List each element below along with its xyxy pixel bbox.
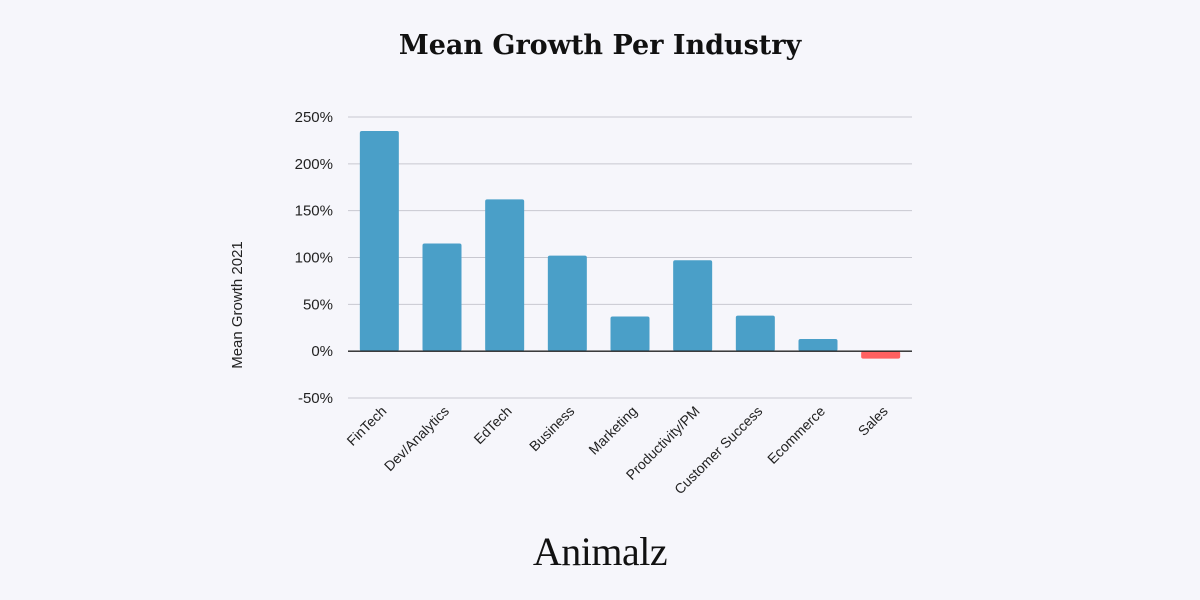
y-tick-label: 150% bbox=[295, 203, 333, 220]
bar-fintech bbox=[359, 131, 399, 352]
y-tick-label: 100% bbox=[295, 250, 333, 267]
y-tick-label: -50% bbox=[298, 390, 333, 407]
bar-marketing bbox=[610, 316, 650, 352]
bar-ecommerce bbox=[798, 338, 838, 352]
x-tick-label: Marketing bbox=[585, 403, 640, 458]
bar-customer-success bbox=[735, 315, 775, 352]
y-axis-label: Mean Growth 2021 bbox=[229, 241, 246, 369]
chart-title: Mean Growth Per Industry bbox=[398, 30, 802, 61]
x-tick-label: Ecommerce bbox=[764, 403, 828, 467]
x-tick-label: EdTech bbox=[470, 403, 514, 447]
x-tick-label: Business bbox=[526, 403, 577, 454]
animalz-logo: Animalz bbox=[532, 529, 668, 574]
y-tick-label: 50% bbox=[303, 296, 333, 313]
y-tick-label: 250% bbox=[295, 109, 333, 126]
y-tick-label: 0% bbox=[311, 343, 333, 360]
bar-edtech bbox=[485, 199, 525, 352]
y-tick-label: 200% bbox=[295, 156, 333, 173]
bar-dev-analytics bbox=[422, 243, 462, 352]
x-tick-label: Dev/Analytics bbox=[381, 403, 452, 474]
bar-sales bbox=[861, 351, 901, 359]
x-tick-label: Sales bbox=[855, 403, 891, 439]
bar-business bbox=[547, 255, 587, 352]
bar-productivity-pm bbox=[673, 260, 713, 352]
x-tick-label: FinTech bbox=[343, 403, 389, 449]
